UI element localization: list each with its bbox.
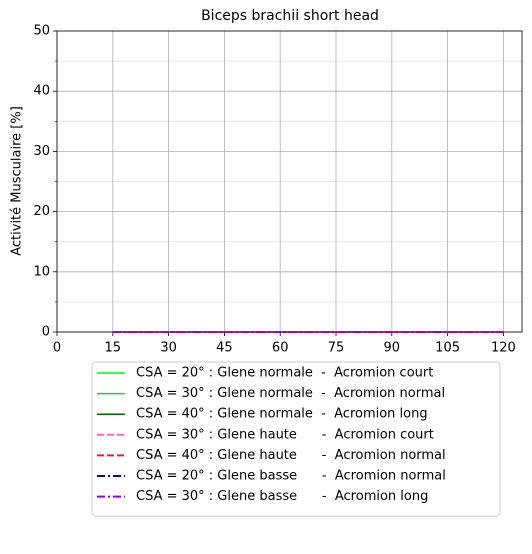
y-tick-label: 50 xyxy=(33,24,50,39)
y-tick-label: 30 xyxy=(33,144,50,159)
x-tick-label: 15 xyxy=(105,341,122,356)
x-tick-label: 60 xyxy=(272,341,289,356)
chart-title: Biceps brachii short head xyxy=(201,8,379,24)
y-tick-label: 10 xyxy=(33,264,50,279)
y-axis-label: Activité Musculaire [%] xyxy=(10,106,25,256)
x-tick-label: 90 xyxy=(384,341,401,356)
y-tick-label: 40 xyxy=(33,84,50,99)
x-tick-label: 75 xyxy=(328,341,345,356)
x-tick-label: 105 xyxy=(435,341,460,356)
legend-label: CSA = 40° : Glene normale - Acromion lon… xyxy=(136,407,428,422)
legend-box xyxy=(91,361,501,517)
legend-label: CSA = 20° : Glene basse - Acromion norma… xyxy=(136,469,446,484)
x-tick-label: 30 xyxy=(160,341,177,356)
x-tick-label: 120 xyxy=(491,341,516,356)
legend-label: CSA = 30° : Glene basse - Acromion long xyxy=(136,489,428,504)
y-tick-label: 20 xyxy=(33,204,50,219)
x-tick-label: 45 xyxy=(216,341,233,356)
legend-label: CSA = 30° : Glene normale - Acromion nor… xyxy=(136,386,445,401)
y-tick-label: 0 xyxy=(42,325,50,340)
legend-label: CSA = 40° : Glene haute - Acromion norma… xyxy=(136,448,446,463)
legend-label: CSA = 30° : Glene haute - Acromion court xyxy=(136,427,434,442)
legend-label: CSA = 20° : Glene normale - Acromion cou… xyxy=(136,366,433,381)
x-tick-label: 0 xyxy=(53,341,61,356)
